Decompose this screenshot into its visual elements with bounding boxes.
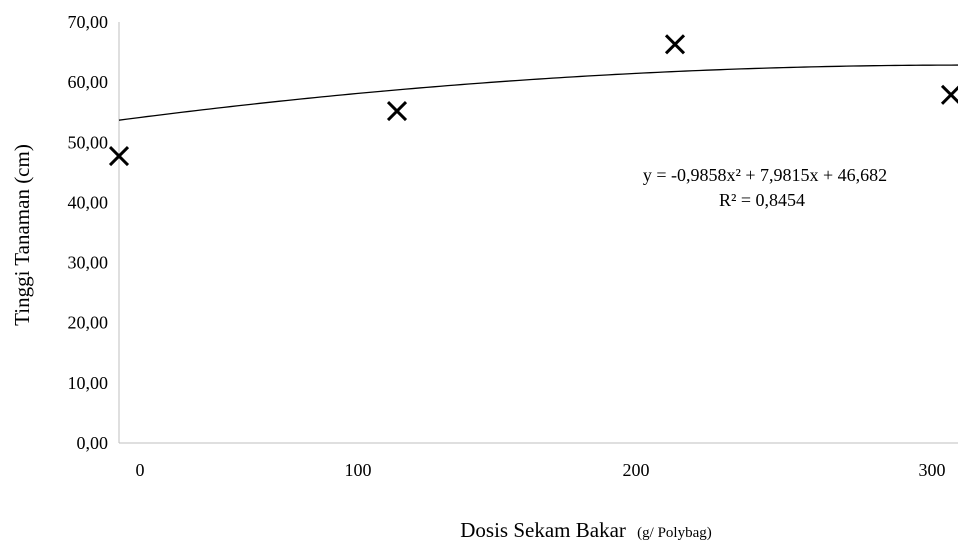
trendline	[118, 64, 958, 121]
y-tick-labels: 0,00 10,00 20,00 30,00 40,00 50,00 60,00 70,00	[68, 12, 109, 453]
x-tick-label: 100	[345, 460, 372, 480]
y-tick-label: 60,00	[68, 72, 109, 92]
y-tick-label: 10,00	[68, 373, 109, 393]
y-tick-label: 30,00	[68, 253, 109, 273]
trendline-equation: y = -0,9858x² + 7,9815x + 46,682	[643, 165, 887, 185]
data-point-marker	[386, 100, 408, 122]
x-axis-title: Dosis Sekam Bakar (g/ Polybag)	[460, 518, 711, 542]
data-point-marker	[108, 146, 130, 167]
y-tick-label: 0,00	[77, 433, 109, 453]
data-points	[108, 34, 958, 167]
y-tick-label: 20,00	[68, 313, 109, 333]
data-point-marker	[664, 34, 686, 55]
y-tick-label: 40,00	[68, 192, 109, 212]
y-tick-label: 50,00	[68, 132, 109, 152]
r-squared-label: R² = 0,8454	[719, 190, 805, 210]
x-tick-label: 300	[919, 460, 946, 480]
x-tick-labels: 0 100 200 300	[136, 460, 946, 480]
x-tick-label: 200	[623, 460, 650, 480]
data-point-marker	[940, 84, 958, 105]
y-axis-title: Tinggi Tanaman (cm)	[10, 144, 34, 326]
y-tick-label: 70,00	[68, 12, 109, 32]
x-tick-label: 0	[136, 460, 145, 480]
x-axis-title-unit: (g/ Polybag)	[637, 525, 712, 541]
x-axis-title-main: Dosis Sekam Bakar	[460, 518, 626, 542]
axes	[118, 22, 958, 444]
